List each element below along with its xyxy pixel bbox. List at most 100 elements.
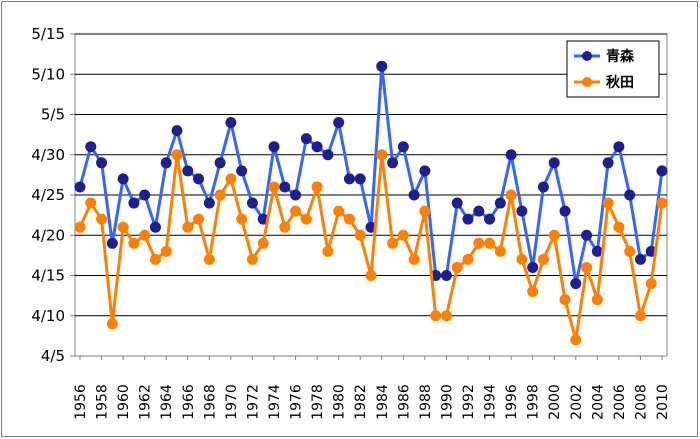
data-point [171, 125, 183, 137]
x-tick-label: 1968 [202, 384, 218, 420]
data-point [96, 213, 108, 225]
data-point [645, 278, 657, 290]
data-point [74, 221, 86, 233]
x-tick-label: 1986 [396, 384, 412, 420]
data-point [473, 237, 485, 249]
data-point [440, 270, 452, 281]
data-point [300, 133, 312, 145]
series-0 [74, 60, 668, 290]
data-point [505, 149, 517, 161]
data-point [322, 245, 334, 257]
data-point [505, 189, 517, 201]
data-point [387, 157, 399, 169]
data-point [311, 141, 323, 153]
x-tick-label: 1994 [483, 384, 499, 420]
legend: 青森 秋田 [566, 40, 660, 98]
x-tick-label: 2002 [569, 384, 585, 420]
data-point [462, 213, 474, 225]
data-point [214, 157, 226, 169]
data-point [149, 221, 161, 233]
data-point [182, 165, 194, 177]
x-tick-label: 2008 [633, 384, 649, 420]
series-1 [74, 149, 668, 346]
x-tick-label: 1974 [267, 384, 283, 420]
data-point [333, 117, 345, 129]
data-point [408, 253, 420, 265]
data-point [106, 237, 118, 249]
legend-marker-aomori [582, 51, 592, 61]
data-point [656, 197, 668, 209]
data-point [419, 205, 431, 217]
data-point [430, 310, 442, 322]
data-point [397, 141, 409, 153]
x-tick-label: 1976 [289, 384, 305, 420]
data-point [376, 149, 388, 161]
x-tick-label: 1962 [138, 384, 154, 420]
data-point [516, 253, 528, 265]
data-point [193, 213, 205, 225]
y-tick-label: 4/25 [31, 186, 65, 204]
data-point [527, 261, 539, 273]
x-tick-label: 2004 [590, 384, 606, 420]
data-point [624, 189, 636, 201]
data-point [343, 173, 355, 185]
data-point [149, 253, 161, 265]
x-tick-label: 1980 [332, 384, 348, 420]
x-tick-label: 2000 [547, 384, 563, 420]
data-point [408, 189, 420, 201]
data-point [570, 334, 582, 346]
data-point [494, 197, 506, 209]
data-point [473, 205, 485, 217]
data-point [214, 189, 226, 201]
data-point [602, 197, 614, 209]
data-point [354, 173, 366, 185]
y-tick-label: 4/10 [31, 307, 65, 325]
x-axis-ticks: 1956 1958 1960 1962 1964 1966 1968 1970 1972 1974… [73, 356, 671, 420]
data-point [451, 261, 463, 273]
data-point [613, 221, 625, 233]
y-tick-label: 4/20 [31, 226, 65, 244]
data-point [139, 189, 151, 201]
data-point [397, 229, 409, 241]
data-point [246, 253, 258, 265]
x-tick-label: 1996 [504, 384, 520, 420]
data-point [387, 237, 399, 249]
data-point [160, 157, 172, 169]
data-point [300, 213, 312, 225]
data-point [96, 157, 108, 169]
x-tick-label: 1984 [375, 384, 391, 420]
x-tick-label: 1966 [181, 384, 197, 420]
x-tick-label: 1990 [439, 384, 455, 420]
data-point [203, 253, 215, 265]
data-point [85, 141, 97, 153]
data-point [279, 221, 291, 233]
data-point [74, 181, 86, 193]
data-point [225, 173, 237, 185]
data-point [106, 318, 118, 330]
data-point [257, 237, 269, 249]
data-point [591, 245, 603, 257]
x-tick-label: 1970 [224, 384, 240, 420]
x-tick-label: 1958 [95, 384, 111, 420]
data-point [117, 173, 129, 185]
x-tick-label: 1960 [116, 384, 132, 420]
data-point [343, 213, 355, 225]
data-point [516, 205, 528, 217]
data-point [311, 181, 323, 193]
data-point [182, 221, 194, 233]
data-point [484, 237, 496, 249]
x-tick-label: 1978 [310, 384, 326, 420]
legend-marker-akita [582, 77, 592, 87]
data-point [634, 253, 646, 265]
data-point [451, 197, 463, 209]
data-point [268, 141, 280, 153]
x-tick-label: 1956 [73, 384, 89, 420]
data-point [537, 253, 549, 265]
data-point [365, 270, 377, 281]
y-tick-label: 4/5 [41, 347, 65, 365]
data-point [559, 205, 571, 217]
x-tick-label: 2006 [612, 384, 628, 420]
data-point [290, 189, 302, 201]
data-point [322, 149, 334, 161]
data-point [203, 197, 215, 209]
